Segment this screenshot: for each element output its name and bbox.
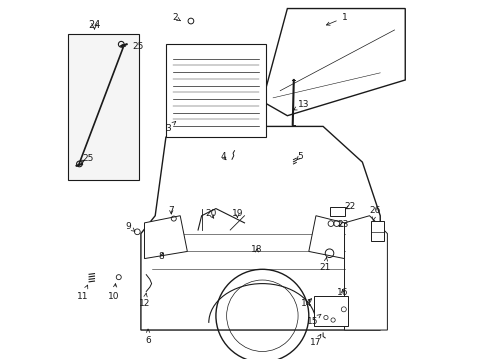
Text: 12: 12 [139,293,150,308]
Text: 19: 19 [231,210,243,219]
Text: 13: 13 [293,100,308,110]
Text: 1: 1 [326,13,346,25]
Text: 2: 2 [172,13,180,22]
Text: 5: 5 [296,152,302,161]
Polygon shape [308,216,344,258]
Text: 21: 21 [319,257,330,272]
Text: 15: 15 [306,314,320,325]
Text: 23: 23 [336,220,348,229]
Text: 6: 6 [145,329,151,345]
Text: 7: 7 [168,206,174,215]
Text: 22: 22 [344,202,355,211]
Bar [329,207,344,216]
Text: 8: 8 [159,252,164,261]
Text: 17: 17 [309,334,321,347]
Bar [313,296,347,327]
Polygon shape [344,216,386,330]
Text: 4: 4 [220,152,225,161]
Text: 25: 25 [80,154,93,163]
Text: 16: 16 [336,288,348,297]
Text: 11: 11 [77,285,88,301]
Text: 3: 3 [164,122,175,133]
Text: 10: 10 [108,284,120,301]
Bar [67,33,139,180]
Polygon shape [165,44,265,137]
Text: 18: 18 [251,245,262,254]
Polygon shape [141,126,380,330]
Polygon shape [262,9,405,116]
Polygon shape [144,216,187,258]
Text: 20: 20 [204,210,216,219]
Text: 9: 9 [125,222,135,231]
Text: 25: 25 [122,41,143,50]
Bar [370,221,383,241]
Text: 14: 14 [301,299,312,308]
Text: 26: 26 [368,206,380,221]
Text: 24: 24 [88,19,101,30]
